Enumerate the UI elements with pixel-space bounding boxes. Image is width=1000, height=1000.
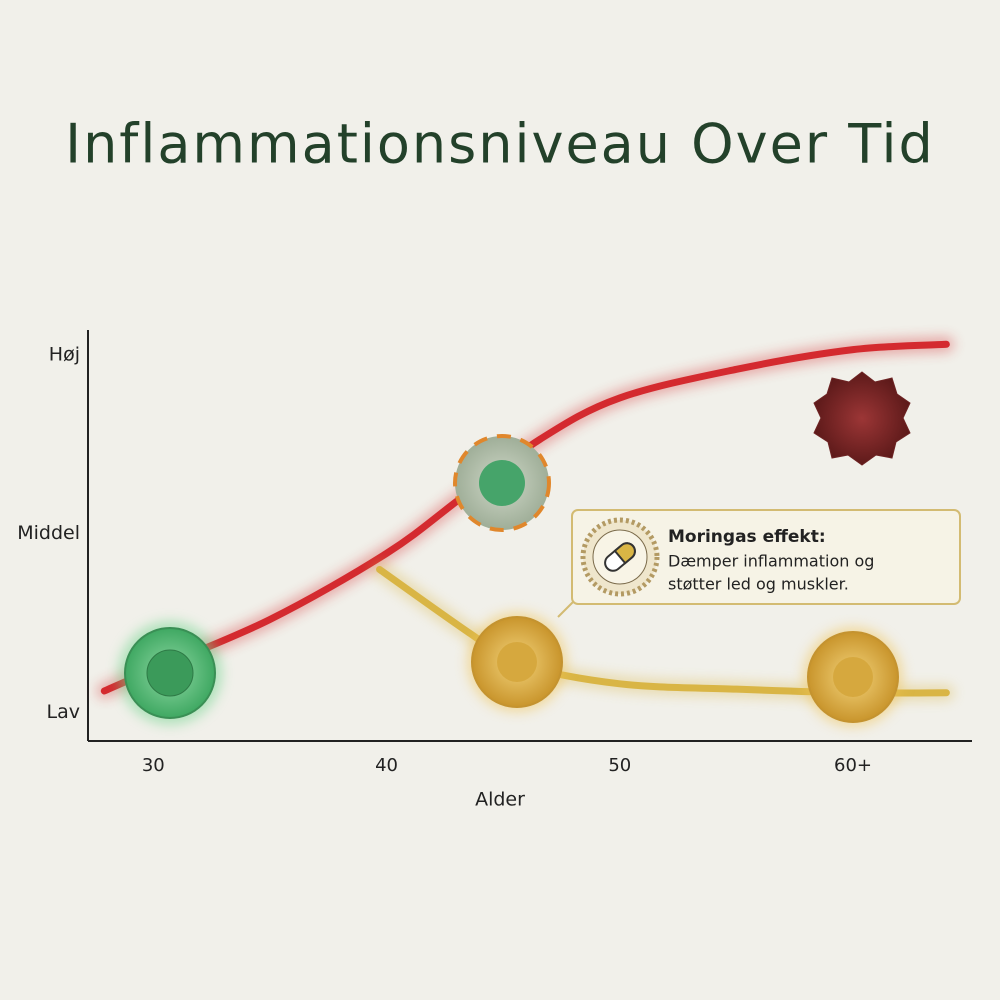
cell-nucleus xyxy=(479,460,525,506)
x-tick-label: 30 xyxy=(142,755,165,776)
cells xyxy=(118,371,911,727)
callout-pointer xyxy=(557,599,576,618)
x-axis-title: Alder xyxy=(475,789,525,811)
callout-title: Moringas effekt: xyxy=(668,527,826,547)
x-tick-label: 60+ xyxy=(834,755,872,776)
chart-title: Inflammationsniveau Over Tid xyxy=(65,113,935,176)
callout-box xyxy=(571,509,961,605)
y-tick-label: Lav xyxy=(47,701,80,723)
y-tick-label: Høj xyxy=(49,344,80,366)
y-tick-label: Middel xyxy=(17,522,80,544)
cell-nucleus xyxy=(497,642,537,682)
callout-text: Dæmper inflammation og xyxy=(668,552,874,571)
x-tick-label: 50 xyxy=(608,755,631,776)
cell-nucleus xyxy=(146,649,194,697)
callout: Moringas effekt: Dæmper inflammation og … xyxy=(557,509,961,618)
callout-text: støtter led og muskler. xyxy=(668,575,849,594)
damaged-cell xyxy=(813,371,911,466)
capsule-icon xyxy=(604,542,636,572)
x-tick-label: 40 xyxy=(375,755,398,776)
cell-nucleus xyxy=(833,657,873,697)
